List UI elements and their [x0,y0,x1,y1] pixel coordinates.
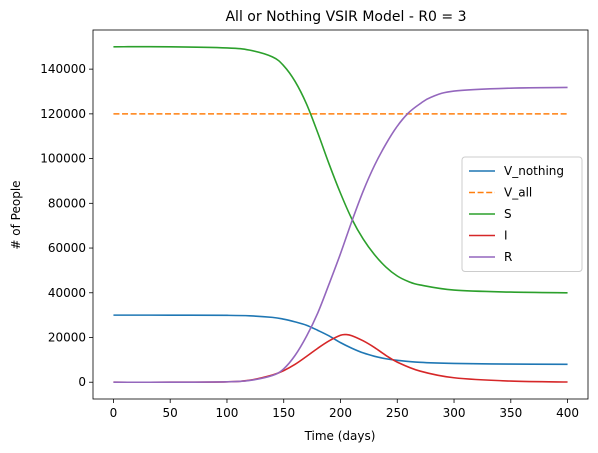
y-tick-label: 120000 [40,107,86,121]
legend: V_nothing V_all SIR [461,156,583,272]
x-axis-label: Time (days) [304,429,376,443]
legend-box [461,156,583,272]
series-line-s [113,45,568,294]
y-tick-label: 60000 [48,241,86,255]
series-line-i [113,333,568,384]
legend-entry-label: V_all [504,186,532,200]
x-tick-label: 0 [110,406,118,420]
x-tick-label: 250 [386,406,409,420]
x-tick-label: 400 [556,406,579,420]
x-tick-label: 100 [216,406,239,420]
y-tick-label: 140000 [40,62,86,76]
x-tick-label: 350 [499,406,522,420]
x-tick-label: 150 [272,406,295,420]
legend-entry-label: S [504,207,512,221]
chart-title: All or Nothing VSIR Model - R0 = 3 [225,9,466,25]
x-tick-label: 50 [163,406,178,420]
y-axis-label: # of People [9,180,23,249]
y-tick-label: 20000 [48,331,86,345]
legend-entry-label: V_nothing [504,164,564,178]
legend-entry-label: R [504,250,512,264]
y-tick-label: 40000 [48,286,86,300]
y-tick-label: 100000 [40,152,86,166]
series-line-v-nothing [113,314,568,366]
x-tick-label: 300 [443,406,466,420]
series-layer [113,45,568,384]
y-tick-label: 0 [78,375,86,389]
legend-entry-label: I [504,229,508,243]
y-axis: 0 20000 40000 60000 80000 100000 120000 140000 [40,62,93,389]
y-tick-label: 80000 [48,196,86,210]
x-axis: 0 50 100 150 200 250 300 350 400 [110,399,579,420]
x-tick-label: 200 [329,406,352,420]
series-line-r [113,86,568,384]
